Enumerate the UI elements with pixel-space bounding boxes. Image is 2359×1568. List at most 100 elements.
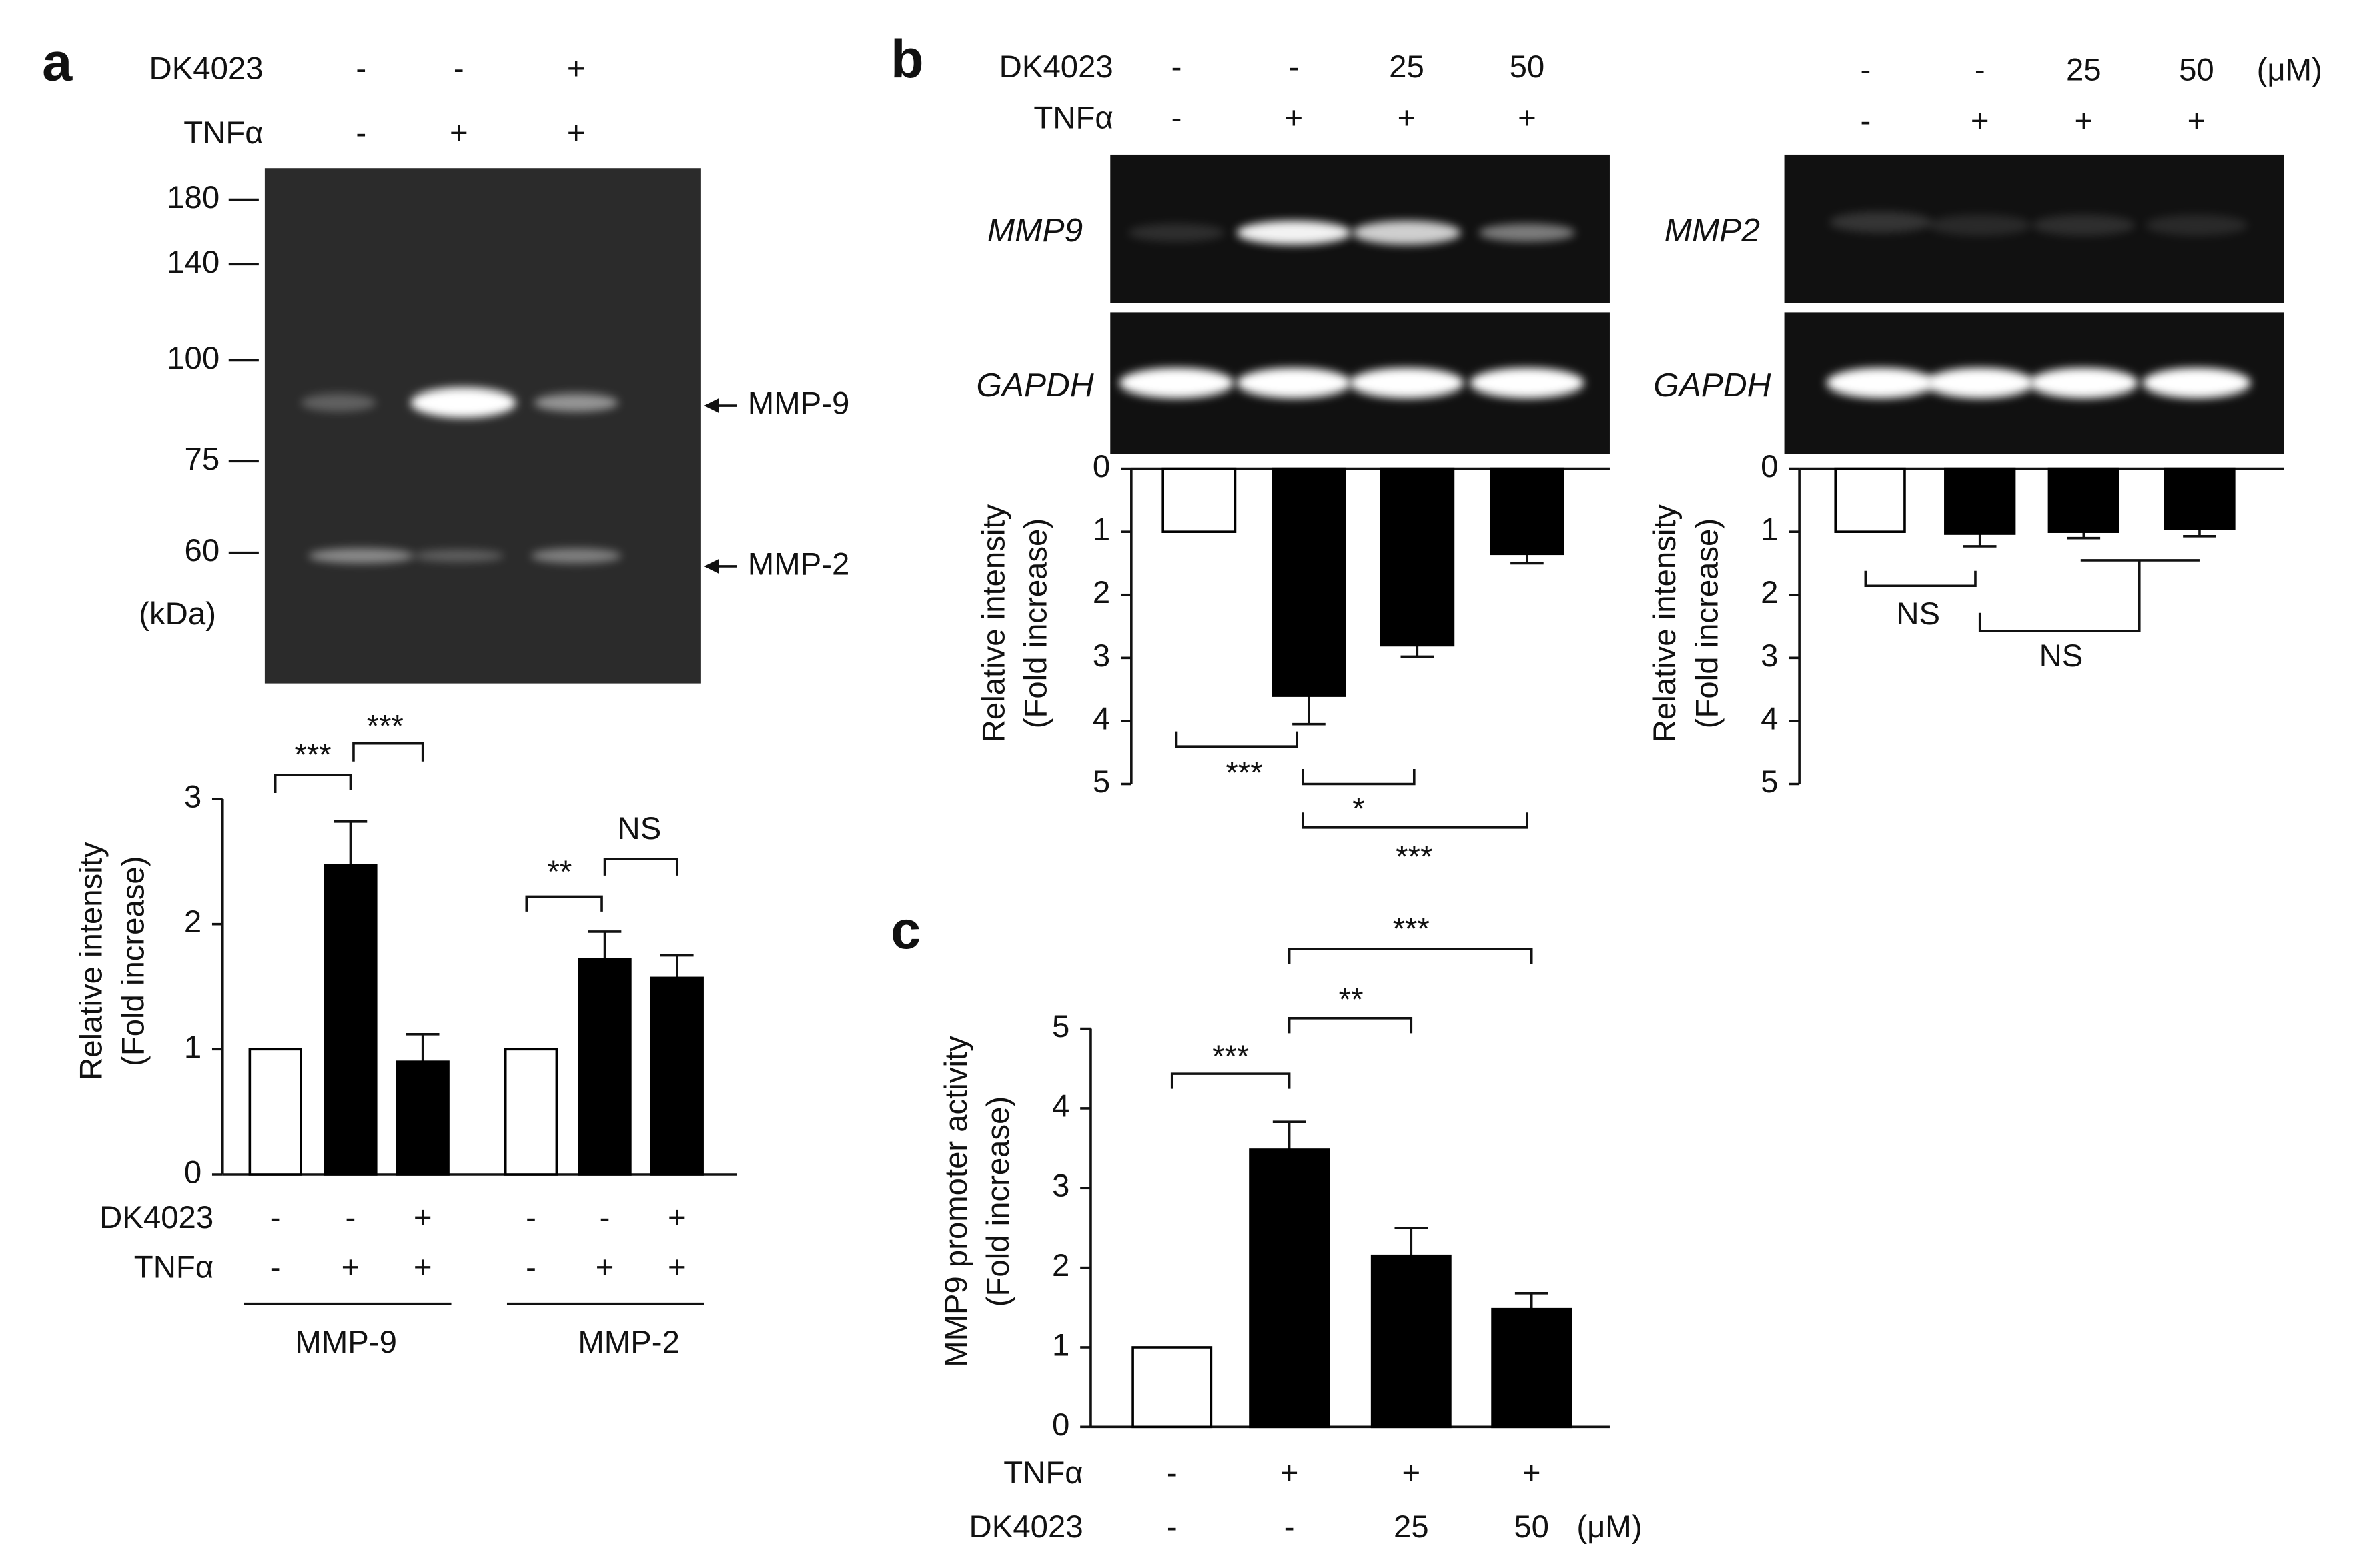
gel-band [531,548,622,564]
gel-band [301,394,376,412]
condition-value: - [356,51,366,86]
significance-bracket [603,858,678,876]
y-axis-label: Relative intensity [73,842,109,1080]
gel-band [1236,221,1352,245]
y-tick-label: 1 [1093,512,1110,548]
significance-label: * [1352,792,1364,827]
significance-label: NS [618,811,662,846]
condition-value: + [567,115,586,151]
condition-value: + [414,1200,432,1235]
y-tick-label: 1 [1761,512,1778,548]
y-tick-label: 5 [1093,764,1110,800]
condition-value: - [1975,53,1985,88]
significance-bracket [1170,1072,1291,1089]
condition-value: + [1522,1455,1541,1491]
bar [324,864,378,1176]
gel-band [2145,215,2248,236]
gel-band [1236,367,1352,398]
gel-band [1349,367,1464,398]
condition-value: + [450,115,468,151]
condition-value: + [596,1249,614,1285]
y-tick-label: 0 [184,1155,201,1191]
bar [1272,467,1346,697]
marker-label: 60 [185,533,220,568]
gel-band [1829,211,1932,233]
gel-image [264,168,701,684]
bar [1249,1148,1330,1429]
condition-value: 25 [1394,1509,1429,1545]
significance-label: NS [2039,638,2083,674]
bar [1490,467,1564,556]
bar [2047,467,2119,533]
condition-value: + [1518,101,1536,136]
significance-bracket [1978,559,2200,632]
condition-value: 50 [2179,53,2214,88]
marker-label: 75 [185,442,220,477]
condition-value: - [526,1200,536,1235]
y-axis-label: (Fold increase) [1018,518,1053,728]
condition-value: + [1285,101,1304,136]
marker-unit: (kDa) [139,596,216,632]
y-tick-label: 4 [1052,1088,1069,1124]
gel-band [1352,221,1461,245]
significance-label: *** [1212,1039,1249,1074]
y-axis-label: (Fold increase) [1689,518,1725,728]
gel-band [2142,367,2251,398]
panel-label: a [42,33,73,93]
gel-band [1478,223,1576,242]
bar [504,1048,558,1176]
condition-value: 25 [1389,49,1424,85]
condition-value: - [1167,1455,1177,1491]
gel-band [1128,223,1225,242]
row-label: DK4023 [969,1509,1083,1545]
condition-value: + [668,1249,686,1285]
bar [1370,1254,1452,1429]
significance-label: *** [367,709,404,744]
y-tick-label: 3 [1052,1168,1069,1204]
significance-bracket [352,742,424,762]
y-tick-label: 5 [1052,1009,1069,1044]
bar [1491,1307,1572,1429]
y-tick-label: 2 [1052,1248,1069,1283]
gene-label: GAPDH [1653,366,1771,404]
bar [650,976,704,1176]
condition-value: - [1167,1509,1177,1545]
gel-band [534,394,618,412]
bar [248,1048,302,1176]
significance-bracket [525,895,603,912]
significance-label: *** [294,737,331,772]
condition-value: - [1860,53,1871,88]
significance-label: *** [1396,840,1432,875]
condition-value: - [454,51,464,86]
gene-label: GAPDH [976,366,1094,404]
panel-label: b [891,29,924,89]
significance-bracket [1864,570,1977,588]
gel-band [1470,367,1584,398]
marker-label: 100 [167,341,219,376]
arrow-head [704,398,719,414]
gel-band [2032,215,2135,236]
bar [1834,467,1906,533]
condition-value: + [668,1200,686,1235]
y-tick-label: 2 [1761,575,1778,610]
significance-label: ** [1339,982,1364,1018]
y-axis-label: (Fold increase) [115,856,151,1066]
bar [578,958,632,1176]
gel-band [1929,215,2031,236]
gel-band [410,387,516,418]
y-tick-label: 3 [1761,638,1778,674]
condition-value: + [1971,103,1989,139]
y-tick-label: 3 [184,780,201,815]
marker-label: 180 [167,180,219,215]
row-label: TNFα [1033,101,1113,136]
panel-label: c [891,900,921,960]
bar [1161,467,1237,533]
row-label: TNFα [134,1249,213,1285]
condition-value: - [526,1249,536,1285]
condition-value: 50 [1514,1509,1549,1545]
condition-value: - [1171,49,1182,85]
condition-value: - [1171,101,1182,136]
gene-label: MMP9 [987,211,1083,249]
y-tick-label: 3 [1093,638,1110,674]
